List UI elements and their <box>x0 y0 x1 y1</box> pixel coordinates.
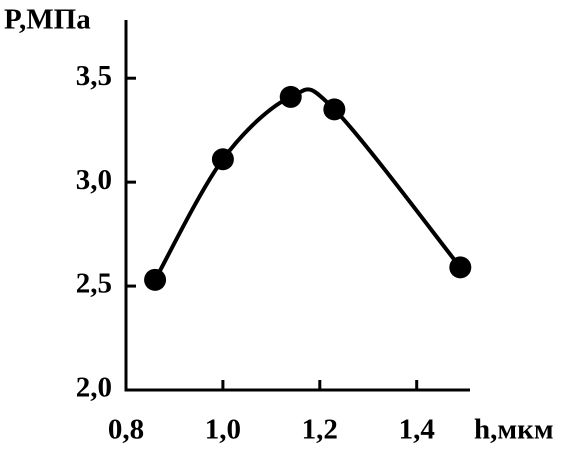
marker <box>144 268 167 291</box>
x-tick-label: 1,2 <box>302 414 338 446</box>
marker <box>211 148 234 171</box>
marker <box>279 85 302 108</box>
y-tick-label: 3,5 <box>76 60 112 92</box>
x-axis-label: h,мкм <box>474 414 554 446</box>
x-tick-label: 1,0 <box>205 414 241 446</box>
y-tick-label: 3,0 <box>76 164 112 196</box>
marker <box>449 256 472 279</box>
y-tick-label: 2,5 <box>76 268 112 300</box>
y-tick-label: 2,0 <box>76 372 112 404</box>
marker <box>323 98 346 121</box>
x-tick-label: 0,8 <box>108 414 144 446</box>
line <box>153 87 462 281</box>
y-axis-label: P,МПа <box>4 4 91 36</box>
x-tick-label: 1,4 <box>399 414 435 446</box>
